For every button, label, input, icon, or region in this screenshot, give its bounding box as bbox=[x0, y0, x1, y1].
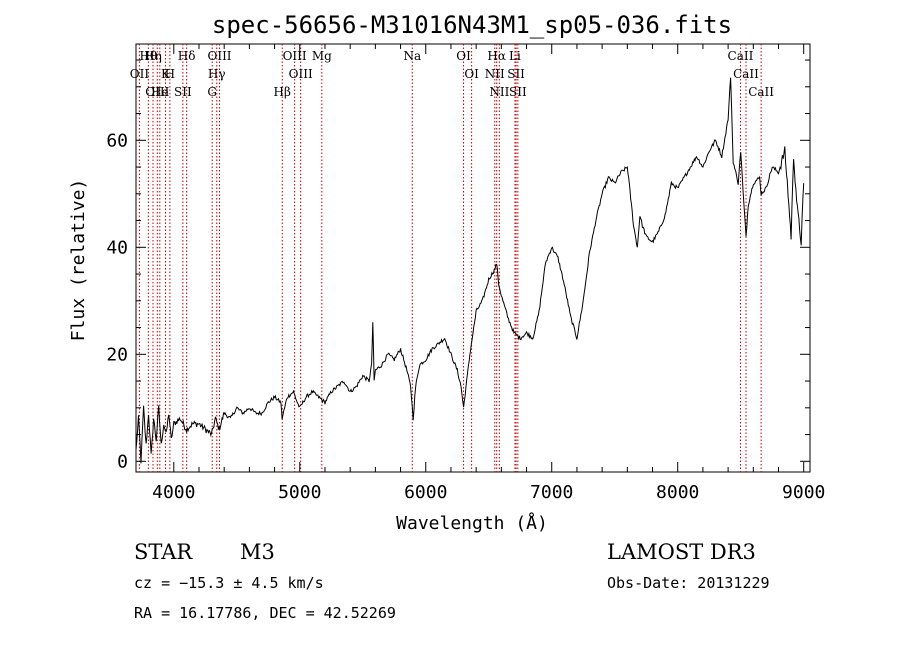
flux-series-line bbox=[135, 77, 805, 464]
spectral-line-label: SII bbox=[509, 85, 527, 99]
spectral-line-label: Li bbox=[509, 49, 521, 63]
observation-date: Obs-Date: 20131229 bbox=[607, 574, 770, 592]
x-tick-label: 7000 bbox=[530, 482, 573, 503]
spectral-line-label: H bbox=[165, 67, 175, 81]
plot-frame bbox=[135, 43, 811, 473]
spectral-line-label: OIII bbox=[145, 85, 169, 99]
x-tick-label: 8000 bbox=[656, 482, 699, 503]
spectral-line-label: Hθ bbox=[139, 49, 157, 63]
spectral-line-label: OI bbox=[464, 67, 479, 81]
spectral-line-label: OIII bbox=[289, 67, 313, 81]
spectral-line-label: Hη bbox=[144, 49, 162, 63]
spectral-line-markers bbox=[138, 44, 762, 472]
spectral-line-label: K bbox=[161, 67, 171, 81]
spectral-line-label: NII bbox=[489, 85, 509, 99]
spectral-line-label: He bbox=[151, 85, 169, 99]
x-tick-label: 4000 bbox=[152, 482, 195, 503]
spectral-line-label: SII bbox=[507, 67, 525, 81]
spectral-line-label: CaII bbox=[728, 49, 754, 63]
survey-name: LAMOST DR3 bbox=[607, 540, 756, 564]
object-subclass: M3 bbox=[240, 540, 275, 564]
spectral-line-label: OIII bbox=[207, 49, 231, 63]
spectral-line-label: SII bbox=[174, 85, 192, 99]
y-axis-label: Flux (relative) bbox=[68, 179, 89, 342]
object-class: STAR bbox=[134, 540, 193, 564]
x-axis-label: Wavelength (Å) bbox=[396, 512, 548, 534]
y-tick-label: 0 bbox=[117, 451, 128, 472]
spectral-line-label: Mg bbox=[312, 49, 332, 63]
spectral-line-label: CaII bbox=[733, 67, 759, 81]
spectral-line-label: OIII bbox=[283, 49, 307, 63]
x-axis: 4000 5000 6000 7000 8000 9000 bbox=[152, 44, 825, 503]
spectral-line-label: Hδ bbox=[178, 49, 196, 63]
chart-title: spec-56656-M31016N43M1_sp05-036.fits bbox=[212, 11, 732, 39]
y-axis: 0 20 40 60 bbox=[106, 59, 810, 472]
spectral-line-label: NII bbox=[485, 67, 505, 81]
spectral-line-label: G bbox=[207, 85, 217, 99]
spectral-line-label: OII bbox=[130, 67, 150, 81]
spectral-line-label: Hγ bbox=[208, 67, 226, 81]
spectral-line-label: Hβ bbox=[274, 85, 291, 99]
coordinates: RA = 16.17786, DEC = 42.52269 bbox=[134, 604, 396, 622]
spectral-line-label: Na bbox=[403, 49, 421, 63]
y-tick-label: 60 bbox=[106, 130, 128, 151]
x-tick-label: 6000 bbox=[404, 482, 447, 503]
spectral-line-label: OI bbox=[456, 49, 471, 63]
y-tick-label: 20 bbox=[106, 344, 128, 365]
spectral-line-label: Hα bbox=[487, 49, 506, 63]
spectral-line-label: CaII bbox=[748, 85, 774, 99]
x-tick-label: 5000 bbox=[278, 482, 321, 503]
x-tick-label: 9000 bbox=[782, 482, 825, 503]
redshift-readout: cz = −15.3 ± 4.5 km/s bbox=[134, 574, 324, 592]
spectral-line-labels: Hθ OII OIII KH He Hη Hδ SII OIII Hγ G OIII OIII Hβ Mg N… bbox=[130, 49, 775, 99]
y-tick-label: 40 bbox=[106, 237, 128, 258]
